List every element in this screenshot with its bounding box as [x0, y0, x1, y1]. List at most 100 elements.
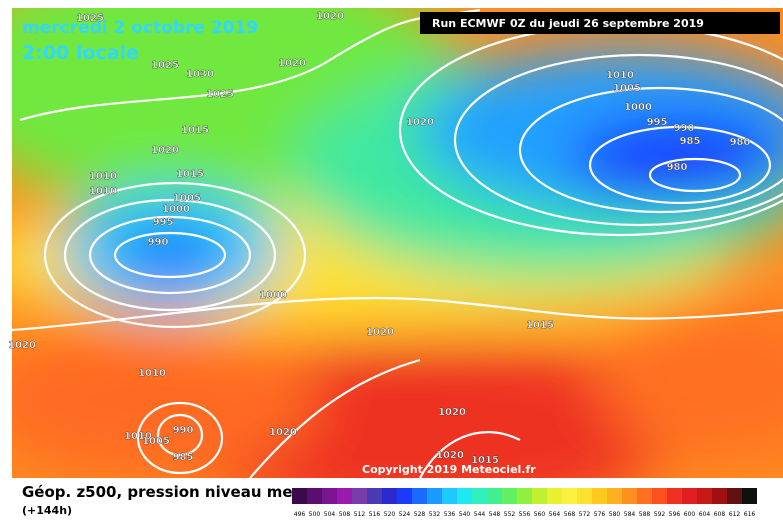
scale-label: 520 — [384, 511, 396, 518]
scale-swatch — [517, 488, 532, 504]
isobar-label: 1020 — [278, 58, 306, 69]
isobar-label: 1020 — [366, 327, 394, 338]
isobar-label: 980 — [667, 162, 688, 173]
scale-label: 524 — [399, 511, 411, 518]
isobar-label: 1000 — [624, 102, 652, 113]
scale-swatch — [397, 488, 412, 504]
scale-swatch — [442, 488, 457, 504]
isobar-label: 1025 — [76, 13, 104, 24]
scale-label: 560 — [534, 511, 546, 518]
scale-label: 572 — [579, 511, 591, 518]
scale-swatch — [337, 488, 352, 504]
color-scale: 496 500 504 508 512 516 520 524 528 532 536 540 544 5… — [292, 488, 757, 518]
isobar-labels: 1025 102010251030102010251015102010151010… — [8, 11, 751, 466]
isobar-label: 1030 — [186, 69, 214, 80]
scale-swatch — [562, 488, 577, 504]
scale-label: 532 — [429, 511, 441, 518]
isobar-label: 1010 — [606, 70, 634, 81]
scale-swatch — [712, 488, 727, 504]
scale-swatch — [502, 488, 517, 504]
isobar-label: 1015 — [181, 125, 209, 136]
scale-swatch — [742, 488, 757, 504]
isobar-label: 980 — [730, 137, 751, 148]
scale-label: 512 — [354, 511, 366, 518]
isobar-label: 1005 — [142, 436, 170, 447]
scale-swatch — [322, 488, 337, 504]
isobar-label: 985 — [680, 136, 701, 147]
isobar-label: 1020 — [8, 340, 36, 351]
scale-label: 580 — [609, 511, 621, 518]
run-info: Run ECMWF 0Z du jeudi 26 septembre 2019 — [432, 17, 704, 30]
isobar-label: 1010 — [89, 171, 117, 182]
isobar-label: 1020 — [438, 407, 466, 418]
scale-swatch — [367, 488, 382, 504]
map-date: mercredi 2 octobre 2019 — [22, 18, 258, 38]
isobar-label: 995 — [153, 217, 174, 228]
scale-label: 552 — [504, 511, 516, 518]
scale-swatch — [532, 488, 547, 504]
scale-label: 528 — [414, 511, 426, 518]
scale-swatch — [622, 488, 637, 504]
scale-swatch — [427, 488, 442, 504]
isobar-label: 995 — [647, 117, 668, 128]
scale-swatch — [352, 488, 367, 504]
footer-lead: (+144h) — [22, 504, 72, 517]
scale-swatch — [607, 488, 622, 504]
isobar-label: 1015 — [176, 169, 204, 180]
isobar-label: 1005 — [613, 83, 641, 94]
scale-label: 548 — [489, 511, 501, 518]
scale-label: 564 — [549, 511, 561, 518]
scale-swatch — [637, 488, 652, 504]
scale-label: 596 — [669, 511, 681, 518]
isobar-label: 1020 — [316, 11, 344, 22]
isobar-label: 1000 — [259, 290, 287, 301]
scale-label: 616 — [744, 511, 756, 518]
scale-swatch — [577, 488, 592, 504]
scale-label: 504 — [324, 511, 336, 518]
scale-label: 500 — [309, 511, 321, 518]
scale-label: 592 — [654, 511, 666, 518]
isobar-label: 1015 — [526, 320, 554, 331]
scale-swatch — [292, 488, 307, 504]
scale-swatch — [382, 488, 397, 504]
isobar-label: 990 — [173, 425, 194, 436]
isobar-label: 1010 — [138, 368, 166, 379]
isobar-label: 1020 — [406, 117, 434, 128]
run-banner — [420, 12, 780, 34]
isobar-label: 1020 — [436, 450, 464, 461]
isobar-label: 1010 — [124, 431, 152, 442]
isobar-label: 1025 — [206, 89, 234, 100]
scale-label: 576 — [594, 511, 606, 518]
isobar-label: 1020 — [151, 145, 179, 156]
footer-title: Géop. z500, pression niveau mer — [22, 483, 301, 501]
scale-label: 568 — [564, 511, 576, 518]
scale-label: 600 — [684, 511, 696, 518]
scale-label: 496 — [294, 511, 306, 518]
scale-swatch — [667, 488, 682, 504]
scale-label: 604 — [699, 511, 711, 518]
scale-label: 536 — [444, 511, 456, 518]
scale-label: 516 — [369, 511, 381, 518]
scale-swatch — [472, 488, 487, 504]
isobar-label: 990 — [148, 237, 169, 248]
isobar-label: 985 — [173, 452, 194, 463]
isobar-label: 1005 — [173, 193, 201, 204]
scale-swatch — [652, 488, 667, 504]
scale-swatch — [592, 488, 607, 504]
scale-swatch — [487, 488, 502, 504]
scale-label: 556 — [519, 511, 531, 518]
isobar-label: 1025 — [151, 60, 179, 71]
scale-label: 544 — [474, 511, 486, 518]
scale-label: 612 — [729, 511, 741, 518]
scale-label: 540 — [459, 511, 471, 518]
scale-swatch — [682, 488, 697, 504]
scale-swatch — [307, 488, 322, 504]
map-time: 2:00 locale — [22, 42, 139, 64]
scale-label: 584 — [624, 511, 636, 518]
scale-swatch — [697, 488, 712, 504]
isobar-label: 990 — [674, 123, 695, 134]
isobar-label: 1010 — [89, 186, 117, 197]
scale-label: 588 — [639, 511, 651, 518]
